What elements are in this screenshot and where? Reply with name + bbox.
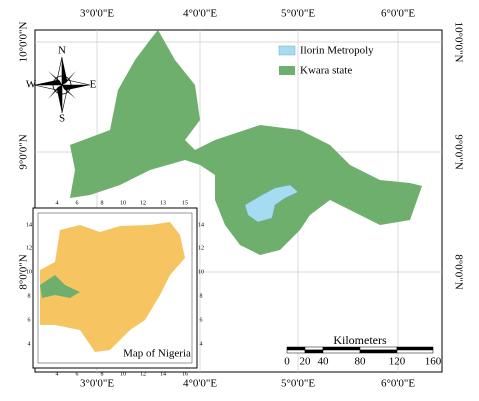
ilorin-metropoly: [244, 184, 299, 223]
inset-tick: 8: [101, 371, 104, 377]
inset-title: Map of Nigeria: [123, 348, 191, 360]
scale-segment: [396, 346, 434, 351]
inset-tick: 16: [182, 371, 188, 377]
coordinate-labels: 3°0'0"E 3°0'0"E 4°0'0"E 4°0'0"E 5°0'0"E 5°0'0…: [18, 8, 465, 390]
compass-n: N: [58, 45, 66, 57]
inset-tick: 6: [76, 371, 79, 377]
inset-kwara: [40, 275, 80, 298]
inset-tick: 4: [56, 200, 59, 206]
inset-tick: 4: [56, 371, 59, 377]
latitude-label: 9°0'0"N: [452, 134, 464, 169]
legend-label: Kwara state: [300, 65, 352, 77]
longitude-label: 3°0'0"E: [80, 378, 114, 390]
scale-label: 120: [389, 356, 406, 368]
scale-segment: [359, 346, 398, 351]
longitude-label: 3°0'0"E: [80, 8, 114, 20]
latitude-label: 8°0'0"N: [452, 254, 464, 289]
scale-segment: [286, 346, 306, 351]
inset-inner: [37, 212, 193, 364]
scale-title: Kilometers: [333, 333, 387, 347]
compass: [33, 56, 91, 114]
scale-segment: [322, 346, 361, 351]
inset-tick: 12: [26, 245, 32, 251]
inset-tick: 4: [200, 341, 203, 347]
longitude-label: 5°0'0"E: [281, 378, 315, 390]
inset-tick: 8: [200, 293, 203, 299]
scale-segment: [286, 349, 306, 354]
inset-tick: 14: [26, 222, 32, 228]
scale-label: 40: [318, 356, 330, 368]
inset-tick: 12: [140, 200, 146, 206]
inset-tick: 8: [101, 200, 104, 206]
compass-w: W: [26, 79, 37, 91]
inset-tick: 10: [120, 200, 126, 206]
legend-swatch: [279, 66, 295, 75]
scale-label: 80: [355, 356, 367, 368]
nigeria: [40, 222, 185, 352]
inset-tick: 10: [198, 269, 204, 275]
inset-tick: 14: [198, 222, 204, 228]
inset-tick: 6: [28, 317, 31, 323]
scale-label: 20: [300, 356, 312, 368]
longitude-label: 6°0'0"E: [381, 8, 415, 20]
scale-segment: [304, 346, 324, 351]
scale-segment: [359, 349, 398, 354]
inset-tick: 12: [140, 371, 146, 377]
latitude-label: 10°0'0"N: [452, 22, 464, 63]
legend-label: Ilorin Metropoly: [300, 45, 374, 57]
kwara-state: [70, 30, 422, 255]
inset-tick: 15: [182, 200, 188, 206]
inset-tick: 6: [76, 200, 79, 206]
inset-tick: 13: [160, 200, 166, 206]
longitude-label: 6°0'0"E: [381, 378, 415, 390]
inset-tick: 10: [120, 371, 126, 377]
latitude-label: 8°0'0"N: [18, 254, 30, 289]
inset-tick: 10: [26, 269, 32, 275]
longitude-label: 4°0'0"E: [183, 8, 217, 20]
scale-bar: 0 20 40 80 120 160: [284, 346, 442, 368]
scale-segment: [322, 349, 361, 354]
longitude-label: 4°0'0"E: [183, 378, 217, 390]
longitude-label: 5°0'0"E: [281, 8, 315, 20]
compass-e: E: [90, 79, 97, 91]
inset-tick: 4: [28, 341, 31, 347]
latitude-label: 9°0'0"N: [18, 134, 30, 169]
legend-swatch: [278, 45, 296, 56]
scale-segment: [304, 349, 324, 354]
inset-tick: 12: [198, 245, 204, 251]
latitude-label: 10°0'0"N: [18, 22, 30, 63]
inset-tick: 6: [200, 317, 203, 323]
scale-label: 0: [284, 356, 290, 368]
scale-segment: [396, 349, 434, 354]
inset-tick: 14: [160, 371, 166, 377]
inset-tick: 8: [28, 293, 31, 299]
scale-label: 160: [425, 356, 442, 368]
compass-s: S: [59, 113, 65, 125]
